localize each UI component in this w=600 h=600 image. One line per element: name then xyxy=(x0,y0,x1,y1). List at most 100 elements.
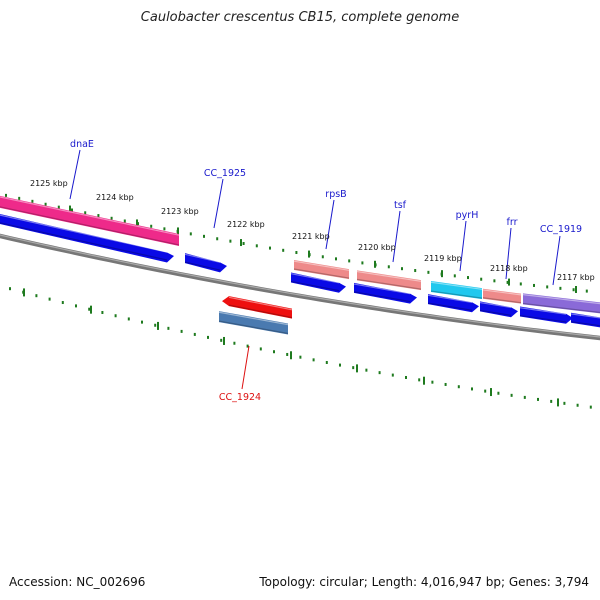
CC_1919-feature-body xyxy=(523,293,600,314)
minor-tick xyxy=(123,219,126,223)
minor-tick xyxy=(533,283,535,287)
minor-tick xyxy=(321,255,324,259)
minor-tick xyxy=(229,239,232,243)
rpsB-feature xyxy=(293,259,350,280)
CC_1924-leader xyxy=(241,345,250,390)
tsf-label: tsf xyxy=(394,200,407,211)
CC_1919-cds-shadow xyxy=(519,314,567,323)
minor-tick xyxy=(35,294,38,298)
CC_1925-cds-shadow xyxy=(184,261,221,271)
minor-tick xyxy=(585,289,588,293)
minor-tick xyxy=(550,399,553,403)
CC_1925-label: CC_1925 xyxy=(204,168,246,179)
CC_1919-cds-body xyxy=(520,306,573,324)
frr-cds-body xyxy=(480,301,518,318)
minor-tick xyxy=(484,389,487,393)
genome-backbone xyxy=(0,233,600,341)
frr-cds xyxy=(479,301,518,318)
minor-tick xyxy=(589,405,592,409)
tsf-cds-highlight xyxy=(353,283,411,295)
minor-tick xyxy=(110,216,113,220)
minor-tick xyxy=(519,282,522,286)
minor-tick xyxy=(97,214,100,218)
frr-leader xyxy=(505,227,512,280)
minor-tick xyxy=(114,314,117,318)
CC_1924-feature-shadow xyxy=(228,304,293,319)
minor-tick xyxy=(467,276,469,280)
minor-tick xyxy=(497,391,500,395)
minor-tick xyxy=(348,259,351,263)
tick-label: 2124 kbp xyxy=(96,193,134,202)
pyrH-leader xyxy=(459,220,467,272)
rpsB-cds-highlight xyxy=(290,273,340,284)
minor-tick xyxy=(273,350,275,354)
minor-tick xyxy=(378,371,381,375)
tick-label-group: 2125 kbp 2124 kbp 2123 kbp 2122 kbp 2121 kbp… xyxy=(30,179,595,282)
CC_1924-label: CC_1924 xyxy=(219,392,261,403)
minor-tick xyxy=(559,286,562,290)
CC_1919-label: CC_1919 xyxy=(540,224,582,235)
frr-feature-body xyxy=(483,288,521,304)
minor-tick xyxy=(387,265,390,269)
rpsB-leader xyxy=(325,199,335,250)
minor-tick xyxy=(506,280,509,284)
minor-tick xyxy=(365,368,368,372)
feature-track xyxy=(0,195,600,335)
dnaE-cds xyxy=(0,213,174,263)
minor-tick xyxy=(335,257,337,261)
tick-label: 2122 kbp xyxy=(227,220,265,229)
rpsB-feature-highlight xyxy=(293,260,350,271)
CC_1919-feature-highlight xyxy=(522,294,600,305)
tsf-cds-body xyxy=(354,282,417,304)
minor-tick xyxy=(141,320,143,324)
CC_1924-inner-feature-shadow xyxy=(218,320,289,335)
frr-feature-shadow xyxy=(482,297,522,304)
minor-tick xyxy=(193,332,196,336)
pyrH-feature-shadow xyxy=(430,290,483,299)
CC_1919-cds-highlight xyxy=(519,307,567,315)
frr-feature-highlight xyxy=(482,289,522,296)
minor-tick xyxy=(269,246,271,250)
minor-tick xyxy=(88,307,91,311)
minor-tick xyxy=(391,373,394,377)
minor-tick xyxy=(537,397,539,401)
minor-tick xyxy=(286,352,289,356)
minor-tick xyxy=(453,274,456,278)
pyrH-cds-body xyxy=(428,294,479,313)
minor-tick xyxy=(299,355,302,359)
pyrH-cds xyxy=(427,294,479,313)
CC_1919-feature-shadow xyxy=(522,302,600,314)
frr-cds-highlight xyxy=(479,301,512,309)
minor-tick xyxy=(259,347,262,351)
pyrH-cds-shadow xyxy=(427,302,473,311)
minor-tick xyxy=(405,375,407,379)
minor-tick xyxy=(246,344,249,348)
minor-tick xyxy=(572,288,575,292)
minor-tick xyxy=(101,310,104,314)
tick-label: 2117 kbp xyxy=(557,273,595,282)
minor-tick xyxy=(203,234,205,238)
pyrH-cds-highlight xyxy=(427,294,473,304)
minor-tick xyxy=(242,242,245,246)
next-cds xyxy=(570,312,600,328)
CC_1925-leader xyxy=(213,178,224,229)
minor-tick xyxy=(480,277,483,281)
backbone-line xyxy=(0,233,600,341)
minor-tick xyxy=(75,304,77,308)
pyrH-feature-highlight xyxy=(430,281,483,290)
minor-tick xyxy=(493,279,496,283)
minor-tick xyxy=(563,401,566,405)
CC_1925-cds-body xyxy=(185,253,227,273)
tick-label: 2118 kbp xyxy=(490,264,528,273)
minor-tick xyxy=(220,338,223,342)
accession-text: Accession: NC_002696 xyxy=(9,575,146,589)
rpsB-label: rpsB xyxy=(325,189,346,200)
minor-tick xyxy=(457,385,460,389)
dnaE-cds-body xyxy=(0,213,174,263)
next-cds-shadow xyxy=(570,321,600,327)
minor-tick xyxy=(71,208,73,212)
dnaE-leader xyxy=(69,149,81,200)
minor-tick xyxy=(127,317,130,321)
tick-label: 2121 kbp xyxy=(292,232,330,241)
